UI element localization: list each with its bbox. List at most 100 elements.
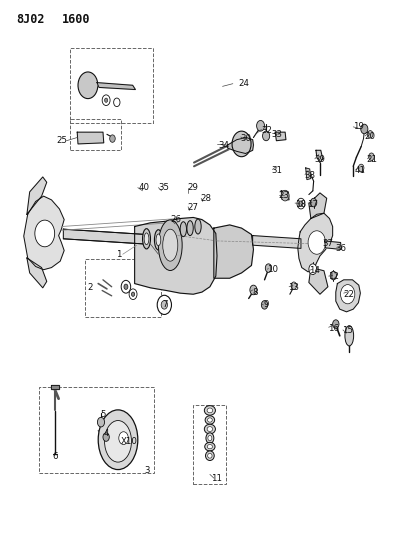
- Circle shape: [310, 198, 317, 207]
- Ellipse shape: [208, 435, 212, 441]
- Text: 11: 11: [211, 474, 223, 482]
- Circle shape: [124, 284, 128, 289]
- Circle shape: [161, 301, 168, 309]
- Circle shape: [358, 164, 364, 172]
- Polygon shape: [281, 191, 289, 200]
- Circle shape: [105, 98, 108, 102]
- Text: 28: 28: [200, 195, 211, 203]
- Circle shape: [157, 295, 171, 314]
- Text: 23: 23: [279, 191, 290, 200]
- Circle shape: [369, 153, 374, 160]
- Text: 27: 27: [188, 203, 199, 212]
- Circle shape: [333, 320, 339, 328]
- Text: 41: 41: [355, 166, 366, 175]
- Ellipse shape: [105, 421, 131, 462]
- Circle shape: [361, 124, 368, 134]
- Ellipse shape: [208, 418, 212, 422]
- Polygon shape: [316, 150, 323, 163]
- Text: 4: 4: [103, 429, 109, 438]
- Text: 5: 5: [100, 410, 106, 419]
- Circle shape: [265, 264, 272, 272]
- Circle shape: [131, 292, 135, 296]
- Polygon shape: [298, 213, 333, 272]
- Circle shape: [291, 282, 297, 289]
- Circle shape: [103, 433, 109, 441]
- Circle shape: [330, 271, 337, 280]
- Circle shape: [297, 198, 305, 209]
- Text: 24: 24: [238, 79, 249, 88]
- Text: 1600: 1600: [61, 13, 90, 26]
- Text: 38: 38: [304, 172, 315, 180]
- Text: 8J02: 8J02: [16, 13, 44, 26]
- Text: 25: 25: [56, 136, 67, 145]
- Text: 2: 2: [88, 283, 93, 292]
- Circle shape: [114, 98, 120, 107]
- Ellipse shape: [204, 406, 215, 415]
- Ellipse shape: [187, 221, 193, 236]
- Text: 1: 1: [116, 250, 122, 259]
- Text: 22: 22: [343, 290, 354, 298]
- Ellipse shape: [232, 131, 251, 157]
- Circle shape: [367, 131, 373, 138]
- Ellipse shape: [158, 220, 182, 271]
- Polygon shape: [27, 258, 47, 288]
- Polygon shape: [24, 196, 64, 270]
- Bar: [70, 119, 121, 150]
- Text: 31: 31: [272, 166, 283, 175]
- Ellipse shape: [206, 451, 214, 461]
- Text: 13: 13: [288, 284, 299, 292]
- Text: 9: 9: [263, 301, 269, 309]
- Text: 37: 37: [322, 239, 333, 247]
- Polygon shape: [228, 138, 253, 154]
- Ellipse shape: [154, 230, 162, 250]
- Text: 39: 39: [314, 156, 326, 164]
- Text: 26: 26: [171, 215, 182, 224]
- Circle shape: [257, 120, 265, 131]
- Circle shape: [97, 417, 105, 427]
- Ellipse shape: [180, 222, 187, 237]
- Text: 10: 10: [267, 265, 278, 274]
- Circle shape: [35, 220, 55, 247]
- Text: 6: 6: [52, 453, 57, 461]
- Text: 29: 29: [188, 183, 199, 192]
- Ellipse shape: [205, 442, 215, 451]
- Polygon shape: [325, 241, 341, 249]
- Text: 8: 8: [253, 288, 258, 296]
- Ellipse shape: [207, 408, 213, 413]
- Polygon shape: [306, 168, 311, 180]
- Text: X10: X10: [120, 437, 137, 446]
- Text: 15: 15: [342, 327, 353, 335]
- Text: 33: 33: [272, 130, 283, 139]
- Circle shape: [309, 264, 317, 274]
- Polygon shape: [336, 280, 360, 312]
- Circle shape: [119, 432, 128, 445]
- Text: 3: 3: [145, 466, 150, 474]
- Ellipse shape: [195, 219, 201, 234]
- Text: 20: 20: [365, 133, 376, 141]
- Ellipse shape: [263, 131, 270, 141]
- Circle shape: [308, 231, 326, 254]
- Polygon shape: [275, 132, 286, 141]
- Text: 32: 32: [262, 126, 273, 135]
- Text: 18: 18: [295, 200, 306, 208]
- Text: 14: 14: [309, 266, 320, 275]
- Circle shape: [281, 190, 289, 201]
- Circle shape: [299, 201, 303, 206]
- Ellipse shape: [345, 326, 354, 346]
- Circle shape: [261, 301, 268, 309]
- Polygon shape: [214, 225, 253, 278]
- Bar: [193, 405, 226, 484]
- Ellipse shape: [208, 453, 212, 458]
- Bar: [39, 387, 154, 473]
- Polygon shape: [309, 268, 328, 294]
- Ellipse shape: [143, 229, 150, 249]
- Ellipse shape: [207, 426, 213, 432]
- Circle shape: [78, 72, 98, 99]
- Text: 17: 17: [307, 200, 318, 208]
- Circle shape: [250, 285, 257, 295]
- Polygon shape: [97, 83, 135, 90]
- Bar: [70, 48, 153, 123]
- Circle shape: [110, 135, 115, 142]
- Polygon shape: [77, 132, 104, 144]
- Ellipse shape: [206, 433, 214, 443]
